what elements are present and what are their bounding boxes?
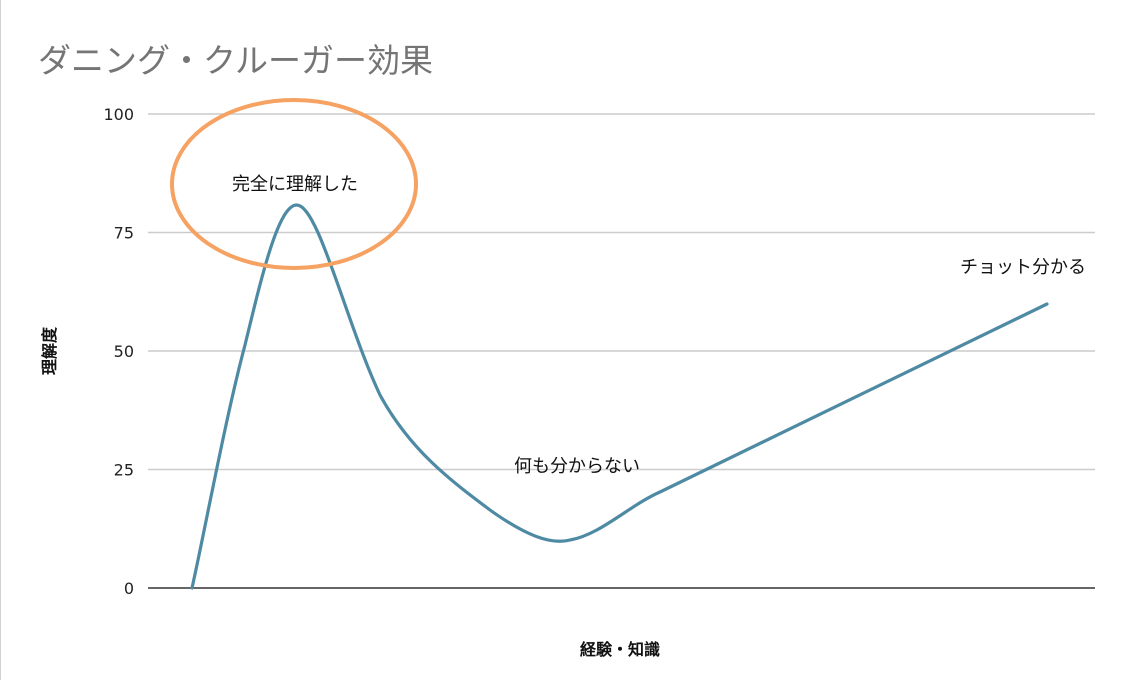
gridlines [148, 113, 1095, 589]
chart-frame-border [0, 0, 1, 680]
chart-title: ダニング・クルーガー効果 [38, 41, 434, 80]
annotation-end: チョット分かる [960, 257, 1086, 278]
series-line [190, 203, 1049, 590]
y-axis-label: 理解度 [40, 326, 59, 375]
y-axis-ticks: 100 75 50 25 0 [103, 105, 134, 598]
y-tick-0: 0 [124, 579, 134, 598]
annotation-peak: 完全に理解した [232, 174, 358, 195]
x-axis-label: 経験・知識 [580, 640, 660, 659]
highlight-ellipse [170, 98, 418, 270]
y-tick-100: 100 [103, 105, 134, 124]
y-tick-75: 75 [114, 224, 134, 243]
annotation-valley: 何も分からない [514, 456, 640, 477]
y-tick-50: 50 [114, 342, 134, 361]
y-tick-25: 25 [114, 461, 134, 480]
